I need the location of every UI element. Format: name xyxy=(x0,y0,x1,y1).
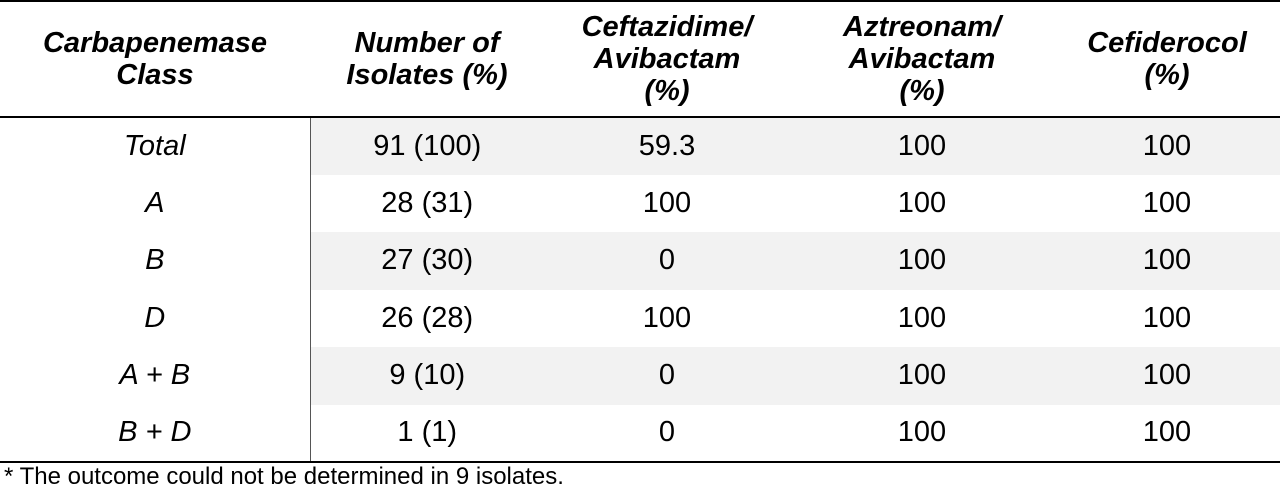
cell-aztreonam-avibactam: 100 xyxy=(790,117,1054,175)
header-carbapenemase-class: Carbapenemase Class xyxy=(0,0,310,118)
cell-isolates: 28 (31) xyxy=(381,186,474,219)
row-label: D xyxy=(0,289,311,347)
cell-cefiderocol: 100 xyxy=(1054,347,1280,405)
cell-ceftazidime-avibactam: 100 xyxy=(642,186,692,219)
cell-cefiderocol: 100 xyxy=(1054,117,1280,175)
cell-aztreonam-avibactam: 100 xyxy=(790,404,1054,463)
table-row: B + D 1 (1) 0 100 100 xyxy=(0,404,1280,463)
header-ceftazidime-avibactam: Ceftazidime/Avibactam (%) xyxy=(544,0,790,118)
cell-cefiderocol: 100 xyxy=(1142,186,1192,219)
cell-isolates: 26 (28) xyxy=(381,301,474,334)
table-row: D 26 (28) 100 100 100 xyxy=(0,289,1280,347)
cell-cefiderocol: 100 xyxy=(1142,301,1192,334)
cell-isolates: 27 (30) xyxy=(310,232,544,290)
table-row: B 27 (30) 0 100 100 xyxy=(0,232,1280,290)
cell-isolates: 9 (10) xyxy=(310,347,544,405)
cell-ceftazidime-avibactam: 0 xyxy=(544,404,790,463)
row-label: A + B xyxy=(0,347,311,405)
cell-aztreonam-avibactam: 100 xyxy=(897,301,947,334)
cell-isolates: 91 (100) xyxy=(310,117,544,175)
header-number-of-isolates: Number of Isolates (%) xyxy=(310,0,544,118)
cell-isolates: 1 (1) xyxy=(310,404,544,463)
cell-ceftazidime-avibactam: 59.3 xyxy=(544,117,790,175)
cell-cefiderocol: 100 xyxy=(1054,404,1280,463)
row-label: Total xyxy=(0,117,311,175)
carbapenemase-susceptibility-table: Carbapenemase Class Number of Isolates (%)… xyxy=(0,0,1280,463)
cell-ceftazidime-avibactam: 0 xyxy=(544,347,790,405)
cell-ceftazidime-avibactam: 100 xyxy=(642,301,692,334)
cell-cefiderocol: 100 xyxy=(1054,232,1280,290)
table-row: Total 91 (100) 59.3 100 100 xyxy=(0,117,1280,175)
header-cefiderocol: Cefiderocol (%) xyxy=(1054,0,1280,118)
row-label: A xyxy=(0,174,311,232)
cell-aztreonam-avibactam: 100 xyxy=(790,347,1054,405)
table-footnote: * The outcome could not be determined in… xyxy=(4,463,564,490)
table-row: A 28 (31) 100 100 100 xyxy=(0,174,1280,232)
cell-aztreonam-avibactam: 100 xyxy=(897,186,947,219)
header-row: Carbapenemase Class Number of Isolates (%)… xyxy=(0,0,1280,118)
cell-ceftazidime-avibactam: 0 xyxy=(544,232,790,290)
row-label: B xyxy=(0,232,311,290)
row-label: B + D xyxy=(0,404,311,463)
cell-aztreonam-avibactam: 100 xyxy=(790,232,1054,290)
header-aztreonam-avibactam: Aztreonam/Avibactam (%) xyxy=(790,0,1054,118)
table-row: A + B 9 (10) 0 100 100 xyxy=(0,347,1280,405)
